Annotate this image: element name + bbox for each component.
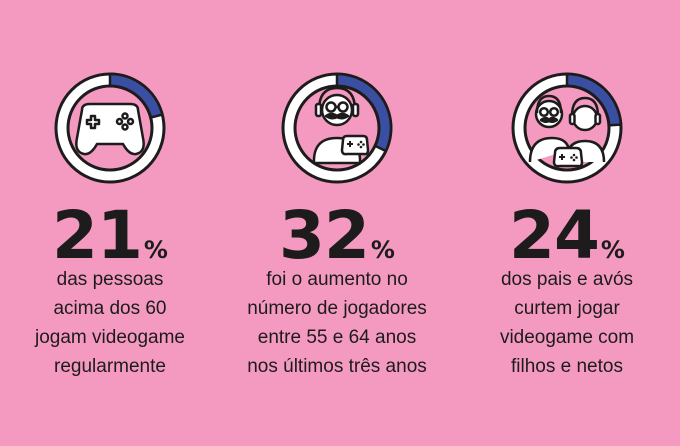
caption-line: curtem jogar <box>514 298 620 319</box>
caption-line: videogame com <box>499 327 635 348</box>
caption-line: regularmente <box>54 356 166 377</box>
caption-line: acima dos 60 <box>53 298 167 319</box>
donut-chart-1 <box>54 72 166 184</box>
stat-figure-2: 32% <box>237 203 437 269</box>
donut-chart-2 <box>281 72 393 184</box>
donut-chart-3 <box>511 72 623 184</box>
gamepad-icon <box>75 102 145 156</box>
stat-caption-2: foi o aumento no número de jogadores ent… <box>237 265 437 381</box>
stat-unit-1: % <box>143 236 168 264</box>
stat-block-3: 24% dos pais e avós curtem jogar videoga… <box>467 0 667 446</box>
stat-value-3: 24 <box>509 197 600 274</box>
caption-line: entre 55 e 64 anos <box>257 327 417 348</box>
caption-line: nos últimos três anos <box>247 356 427 377</box>
stat-figure-3: 24% <box>467 203 667 269</box>
stat-unit-3: % <box>600 236 625 264</box>
stat-value-2: 32 <box>279 197 370 274</box>
stat-block-1: 21% das pessoas acima dos 60 jogam video… <box>10 0 210 446</box>
grandpa-gamer-icon <box>312 86 370 165</box>
stat-caption-1: das pessoas acima dos 60 jogam videogame… <box>10 265 210 381</box>
stat-figure-1: 21% <box>10 203 210 269</box>
caption-line: das pessoas <box>56 269 164 290</box>
caption-line: número de jogadores <box>247 298 427 319</box>
stat-value-1: 21 <box>52 197 143 274</box>
stat-caption-3: dos pais e avós curtem jogar videogame c… <box>467 265 667 381</box>
caption-line: foi o aumento no <box>266 269 408 290</box>
stat-block-2: 32% foi o aumento no número de jogadores… <box>237 0 437 446</box>
caption-line: dos pais e avós <box>500 269 634 290</box>
caption-line: filhos e netos <box>511 356 623 377</box>
grandpa-grandchild-icon <box>528 94 606 168</box>
stat-unit-2: % <box>370 236 395 264</box>
caption-line: jogam videogame <box>35 327 185 348</box>
